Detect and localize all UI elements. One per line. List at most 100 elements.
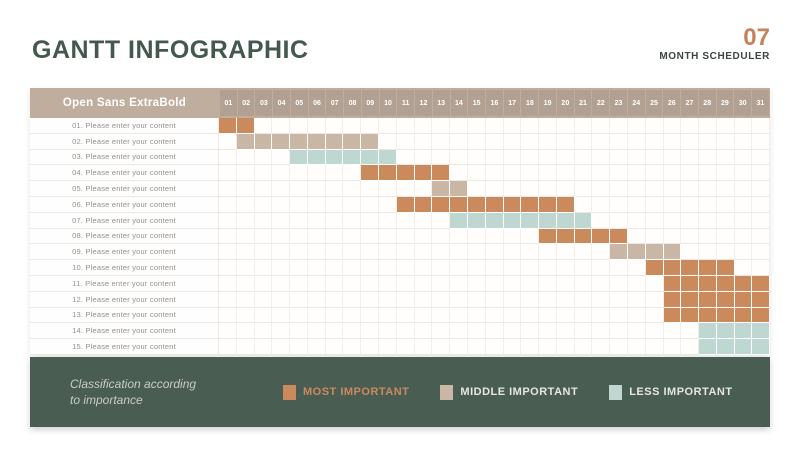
day-cell xyxy=(645,133,664,150)
day-cell xyxy=(343,275,362,292)
day-cell xyxy=(716,212,735,229)
day-cell xyxy=(361,118,380,134)
day-cell xyxy=(467,275,486,292)
day-cell xyxy=(396,260,415,276)
day-cell xyxy=(396,133,415,150)
gantt-bar-cell xyxy=(752,307,771,324)
day-cell xyxy=(485,323,504,340)
day-cell xyxy=(254,275,273,292)
day-cell xyxy=(681,133,700,150)
day-cell xyxy=(574,165,593,182)
day-header-cell: 28 xyxy=(698,90,716,116)
day-cell xyxy=(307,275,326,292)
day-cell xyxy=(627,149,646,166)
day-cell xyxy=(556,275,575,292)
day-cell xyxy=(699,244,717,261)
day-cell xyxy=(645,165,664,182)
day-cell xyxy=(414,260,433,276)
day-cell xyxy=(592,323,611,340)
gantt-bar-cell xyxy=(610,244,628,261)
day-cell xyxy=(219,149,237,166)
gantt-row: 14. Please enter your content xyxy=(30,323,771,340)
day-cell xyxy=(467,291,486,308)
day-cell xyxy=(485,244,504,261)
day-cell xyxy=(503,260,522,276)
day-cell xyxy=(627,275,646,292)
day-cell xyxy=(272,339,291,355)
gantt-bar-cell xyxy=(521,212,540,229)
day-cell xyxy=(432,275,451,292)
day-cell xyxy=(539,133,557,150)
day-cell xyxy=(307,228,326,245)
day-cell xyxy=(450,307,468,324)
day-cell xyxy=(254,212,273,229)
gantt-bar-cell xyxy=(290,149,308,166)
day-cell xyxy=(574,149,593,166)
day-cell xyxy=(539,323,557,340)
day-cell xyxy=(592,260,611,276)
day-cell xyxy=(503,165,522,182)
day-cell xyxy=(610,165,628,182)
day-cell xyxy=(556,323,575,340)
day-cell xyxy=(325,260,344,276)
day-cell xyxy=(467,307,486,324)
day-cell xyxy=(343,307,362,324)
day-cell xyxy=(645,291,664,308)
gantt-bar-cell xyxy=(752,323,771,340)
day-cell xyxy=(734,165,753,182)
day-cell xyxy=(325,181,344,197)
gantt-bar-cell xyxy=(236,118,255,134)
day-cell xyxy=(503,323,522,340)
page-subtitle: MONTH SCHEDULER xyxy=(659,51,770,63)
day-header-cell: 14 xyxy=(450,90,468,116)
day-cell xyxy=(343,323,362,340)
day-cell xyxy=(361,244,380,261)
day-header-cell: 04 xyxy=(273,90,290,116)
day-cell xyxy=(396,323,415,340)
day-cell xyxy=(521,149,540,166)
day-cell xyxy=(592,275,611,292)
day-cell xyxy=(716,165,735,182)
day-cell xyxy=(592,244,611,261)
day-header-cell: 18 xyxy=(521,90,539,116)
day-cell xyxy=(361,323,380,340)
day-cell xyxy=(752,165,771,182)
gantt-row: 01. Please enter your content xyxy=(30,118,771,134)
day-cell xyxy=(361,196,380,213)
legend-swatch-icon xyxy=(283,384,296,400)
day-cell xyxy=(485,307,504,324)
legend-caption-line2: to importance xyxy=(70,393,143,407)
day-cell xyxy=(663,212,682,229)
gantt-bar-cell xyxy=(681,260,700,276)
day-cell xyxy=(699,165,717,182)
day-cell xyxy=(432,212,451,229)
day-cell xyxy=(254,260,273,276)
day-cell xyxy=(592,118,611,134)
day-cell xyxy=(699,181,717,197)
day-cell xyxy=(236,228,255,245)
day-cell xyxy=(307,291,326,308)
day-cell xyxy=(272,196,291,213)
day-header-cell: 25 xyxy=(645,90,663,116)
day-cell xyxy=(414,212,433,229)
day-cell xyxy=(432,133,451,150)
day-cell xyxy=(467,228,486,245)
gantt-bar-cell xyxy=(716,291,735,308)
legend-item: MIDDLE IMPORTANT xyxy=(440,384,578,400)
day-cell xyxy=(521,275,540,292)
day-cell xyxy=(574,339,593,355)
day-cell xyxy=(681,212,700,229)
day-cell xyxy=(396,339,415,355)
day-cell xyxy=(379,260,397,276)
row-label: 01. Please enter your content xyxy=(30,118,219,134)
day-cell xyxy=(699,212,717,229)
day-cell xyxy=(521,181,540,197)
day-cell xyxy=(716,228,735,245)
day-cell xyxy=(485,133,504,150)
day-cell xyxy=(539,291,557,308)
day-cell xyxy=(361,260,380,276)
day-cell xyxy=(290,196,308,213)
day-cell xyxy=(627,291,646,308)
legend: MOST IMPORTANT MIDDLE IMPORTANT LESS IMPOR… xyxy=(283,384,733,400)
gantt-bar-cell xyxy=(663,244,682,261)
